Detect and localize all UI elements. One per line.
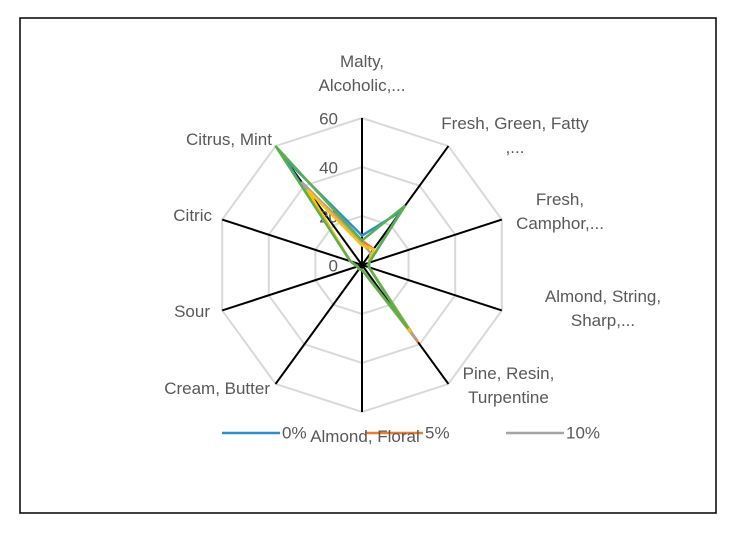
r-tick-label: 60 bbox=[319, 109, 338, 128]
category-label: Citrus, Mint bbox=[186, 130, 272, 149]
category-label: Almond, String, Sharp,... bbox=[544, 287, 662, 330]
spoke bbox=[221, 264, 363, 312]
series-line bbox=[274, 145, 410, 330]
spoke bbox=[221, 218, 363, 266]
category-label: Fresh, Camphor,... bbox=[516, 190, 604, 233]
r-tick-label: 40 bbox=[319, 158, 338, 177]
category-label: Pine, Resin, Turpentine bbox=[462, 364, 555, 407]
spoke bbox=[274, 264, 363, 385]
category-label: Almond, Floral bbox=[310, 427, 420, 446]
category-label: Malty, Alcoholic,... bbox=[318, 52, 406, 95]
category-label: Cream, Butter bbox=[164, 379, 270, 398]
legend-label: 0% bbox=[282, 423, 307, 442]
category-label: Sour bbox=[174, 302, 210, 321]
legend-label: 5% bbox=[425, 423, 450, 442]
spoke bbox=[361, 218, 503, 266]
category-label: Citric bbox=[173, 206, 212, 225]
legend-label: 10% bbox=[566, 423, 600, 442]
r-tick-label: 0 bbox=[329, 256, 338, 275]
category-label: Fresh, Green, Fatty ,... bbox=[441, 114, 589, 157]
spoke bbox=[361, 264, 503, 312]
